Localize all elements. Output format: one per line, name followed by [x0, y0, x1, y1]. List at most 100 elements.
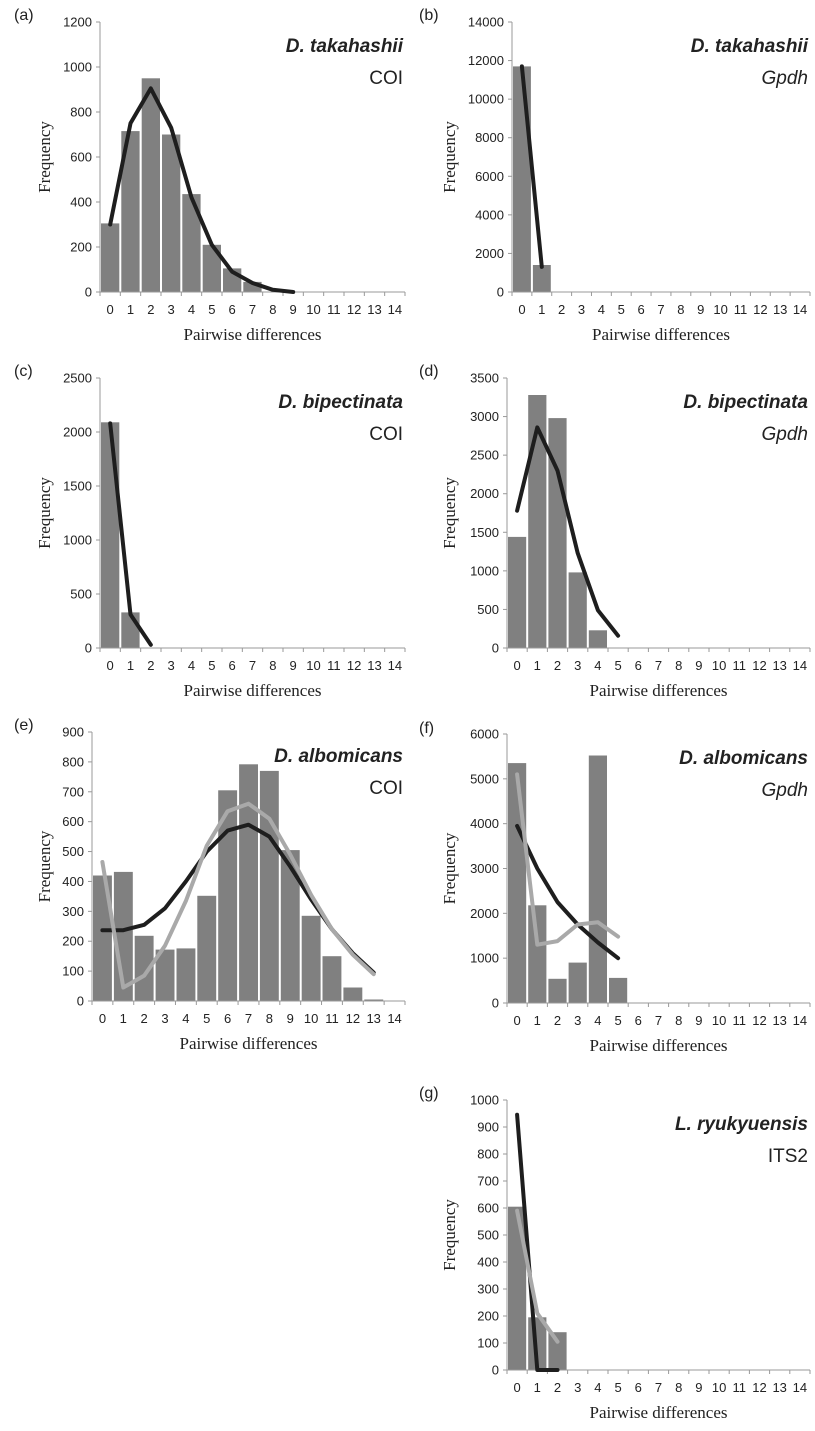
y-tick-label: 0: [497, 285, 504, 300]
x-tick-label: 0: [513, 1013, 520, 1028]
y-tick-label: 2000: [63, 425, 92, 440]
x-axis-title: Pairwise differences: [184, 325, 322, 344]
y-tick-label: 200: [477, 1309, 499, 1324]
expected-line-gray: [100, 801, 376, 990]
gene-name: COI: [369, 68, 403, 89]
x-tick-label: 1: [127, 302, 134, 317]
x-axis-title: Pairwise differences: [590, 1403, 728, 1422]
expected-line-gray: [515, 772, 621, 947]
x-tick-label: 6: [224, 1011, 231, 1026]
y-tick-label: 500: [477, 1228, 499, 1243]
x-tick-label: 14: [387, 1011, 401, 1026]
x-tick-label: 3: [168, 658, 175, 673]
bar-a-4: [182, 194, 201, 292]
y-tick-label: 500: [62, 844, 84, 859]
x-tick-label: 8: [269, 302, 276, 317]
bar-f-1: [528, 905, 547, 1003]
bar-f-5: [609, 977, 628, 1003]
panel-label: (c): [14, 363, 33, 380]
x-tick-label: 7: [249, 302, 256, 317]
gene-name: COI: [369, 424, 403, 445]
expected-line-gray: [515, 1208, 560, 1344]
x-tick-label: 7: [245, 1011, 252, 1026]
x-tick-label: 8: [269, 658, 276, 673]
x-tick-label: 14: [793, 658, 807, 673]
expected-line-black: [108, 86, 296, 294]
bar-e-13: [364, 999, 384, 1001]
x-tick-label: 13: [773, 302, 787, 317]
x-tick-label: 7: [655, 1013, 662, 1028]
x-tick-label: 8: [266, 1011, 273, 1026]
x-tick-label: 9: [290, 302, 297, 317]
bar-c-0: [101, 422, 120, 648]
x-tick-label: 1: [127, 658, 134, 673]
expected-line-black: [515, 1112, 560, 1372]
y-tick-label: 800: [477, 1147, 499, 1162]
y-tick-label: 900: [62, 725, 84, 740]
x-tick-label: 7: [655, 1380, 662, 1395]
x-tick-label: 11: [733, 1380, 747, 1395]
x-tick-label: 8: [675, 1013, 682, 1028]
bar-d-2: [548, 418, 567, 648]
y-tick-label: 1000: [470, 951, 499, 966]
x-tick-label: 5: [618, 302, 625, 317]
bar-a-7: [243, 281, 262, 292]
x-axis-title: Pairwise differences: [184, 681, 322, 700]
x-tick-label: 3: [574, 1013, 581, 1028]
x-tick-label: 2: [554, 658, 561, 673]
x-tick-label: 11: [327, 302, 341, 317]
y-tick-label: 700: [477, 1174, 499, 1189]
bar-f-0: [508, 763, 527, 1003]
gene-name: Gpdh: [762, 424, 808, 445]
gene-name: Gpdh: [762, 68, 808, 89]
x-tick-label: 2: [554, 1013, 561, 1028]
bar-d-4: [588, 630, 607, 648]
gene-name: Gpdh: [762, 780, 808, 801]
x-tick-label: 11: [325, 1011, 339, 1026]
x-tick-label: 13: [366, 1011, 380, 1026]
y-tick-label: 2500: [470, 448, 499, 463]
y-tick-label: 500: [477, 602, 499, 617]
species-name: D. bipectinata: [683, 392, 808, 413]
y-tick-label: 1500: [470, 525, 499, 540]
y-axis-title: Frequency: [440, 832, 459, 904]
y-tick-label: 1000: [470, 563, 499, 578]
x-axis-title: Pairwise differences: [590, 1036, 728, 1055]
bar-a-1: [121, 131, 140, 292]
x-tick-label: 5: [614, 1013, 621, 1028]
x-tick-label: 7: [655, 658, 662, 673]
x-tick-label: 10: [304, 1011, 318, 1026]
y-tick-label: 12000: [468, 53, 504, 68]
x-tick-label: 9: [290, 658, 297, 673]
y-tick-label: 0: [492, 1363, 499, 1378]
x-tick-label: 8: [677, 302, 684, 317]
x-tick-label: 13: [772, 1380, 786, 1395]
x-tick-label: 1: [120, 1011, 127, 1026]
x-tick-label: 6: [229, 658, 236, 673]
x-tick-label: 6: [635, 658, 642, 673]
x-tick-label: 13: [367, 658, 381, 673]
x-tick-label: 1: [534, 658, 541, 673]
x-tick-label: 5: [208, 658, 215, 673]
y-tick-label: 1200: [63, 15, 92, 30]
x-tick-label: 10: [306, 658, 320, 673]
y-tick-label: 700: [62, 784, 84, 799]
x-tick-label: 4: [598, 302, 605, 317]
bar-e-7: [239, 764, 258, 1001]
x-tick-label: 10: [306, 302, 320, 317]
bar-a-3: [162, 134, 181, 292]
x-tick-label: 11: [734, 302, 748, 317]
bar-d-3: [568, 572, 587, 648]
bar-b-1: [532, 265, 551, 292]
x-tick-label: 0: [513, 658, 520, 673]
y-tick-label: 1000: [63, 60, 92, 75]
y-tick-label: 0: [492, 641, 499, 656]
y-tick-label: 600: [62, 814, 84, 829]
y-tick-label: 4000: [475, 207, 504, 222]
